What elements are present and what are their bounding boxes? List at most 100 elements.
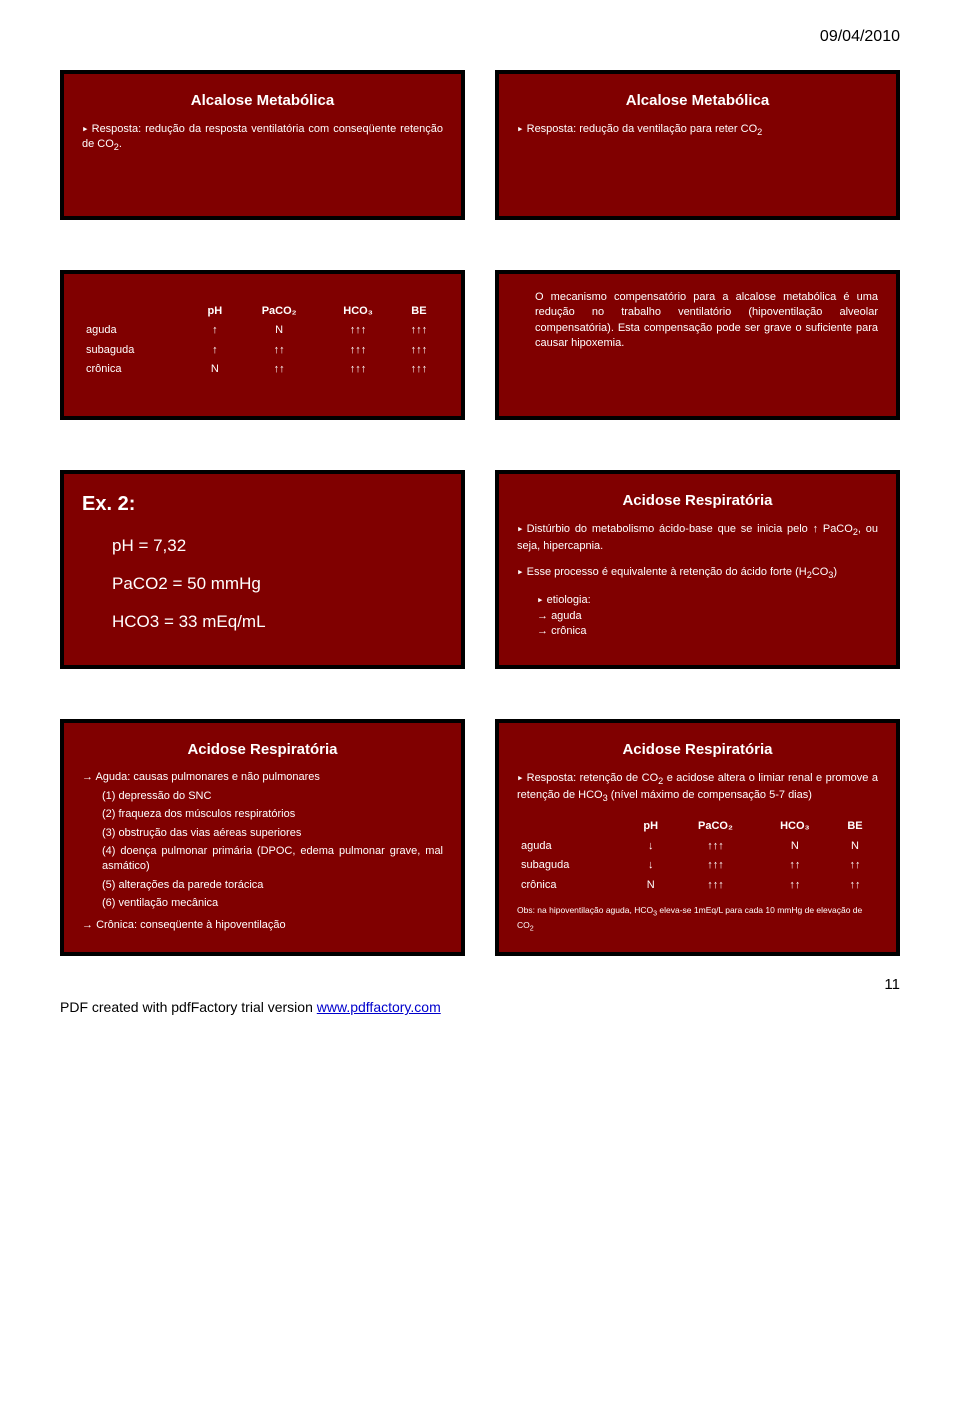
- table-row: aguda↑N↑↑↑↑↑↑: [82, 321, 443, 340]
- table-header: pH: [193, 302, 238, 321]
- table-cell: ↑↑↑: [673, 876, 758, 895]
- bullet-icon: ▸: [517, 122, 524, 135]
- table-row: crônicaN↑↑↑↑↑↑↑↑: [82, 360, 443, 379]
- table-cell: N: [193, 360, 238, 379]
- table-cell: ↑↑↑: [673, 856, 758, 875]
- table-header: BE: [832, 817, 878, 836]
- slide-row-4: Acidose Respiratória → Aguda: causas pul…: [60, 719, 900, 956]
- table-header: BE: [395, 302, 443, 321]
- slide-row-2: pHPaCO₂HCO₃BEaguda↑N↑↑↑↑↑↑subaguda↑↑↑↑↑↑…: [60, 270, 900, 420]
- table-header: HCO₃: [758, 817, 832, 836]
- page: 09/04/2010 Alcalose Metabólica ▸Resposta…: [0, 0, 960, 1055]
- table-cell: ↑: [193, 321, 238, 340]
- slide-title: Ex. 2:: [82, 490, 443, 518]
- table-cell: crônica: [82, 360, 193, 379]
- table-cell: ↑↑↑: [395, 360, 443, 379]
- example-line: pH = 7,32: [112, 534, 443, 558]
- slide-title: Acidose Respiratória: [517, 739, 878, 760]
- example-line: PaCO2 = 50 mmHg: [112, 572, 443, 596]
- list-item: (5) alterações da parede torácica: [82, 878, 443, 893]
- cause-list: (1) depressão do SNC (2) fraqueza dos mú…: [82, 789, 443, 912]
- table-cell: ↑↑↑: [321, 321, 395, 340]
- slide-body: ▸Esse processo é equivalente à retenção …: [517, 564, 878, 582]
- table-header: HCO₃: [321, 302, 395, 321]
- table-cell: N: [237, 321, 321, 340]
- date-header: 09/04/2010: [60, 28, 900, 46]
- slide-2: Alcalose Metabólica ▸Resposta: redução d…: [495, 70, 900, 220]
- table-row: crônicaN↑↑↑↑↑↑↑: [517, 876, 878, 895]
- etiology-item: → crônica: [517, 624, 878, 639]
- table-cell: ↑↑↑: [321, 360, 395, 379]
- table-row: subaguda↑↑↑↑↑↑↑↑↑: [82, 341, 443, 360]
- slide-body: ▸Resposta: retenção de CO2 e acidose alt…: [517, 770, 878, 805]
- slide-row-3: Ex. 2: pH = 7,32 PaCO2 = 50 mmHg HCO3 = …: [60, 470, 900, 669]
- observation: Obs: na hipoventilação aguda, HCO3 eleva…: [517, 905, 878, 934]
- table-cell: ↑↑↑: [395, 341, 443, 360]
- table-cell: ↓: [628, 837, 673, 856]
- slide-title: Alcalose Metabólica: [82, 90, 443, 111]
- slide-5: Ex. 2: pH = 7,32 PaCO2 = 50 mmHg HCO3 = …: [60, 470, 465, 669]
- table-header: PaCO₂: [237, 302, 321, 321]
- list-item: (6) ventilação mecânica: [82, 896, 443, 911]
- slide-title: Acidose Respiratória: [82, 739, 443, 760]
- table-cell: ↑↑: [832, 856, 878, 875]
- slide-6: Acidose Respiratória ▸Distúrbio do metab…: [495, 470, 900, 669]
- table-header: PaCO₂: [673, 817, 758, 836]
- table-cell: ↑↑: [237, 341, 321, 360]
- slide-body: ▸Resposta: redução da resposta ventilató…: [82, 121, 443, 154]
- slide-4: O mecanismo compensatório para a alcalos…: [495, 270, 900, 420]
- list-item: (4) doença pulmonar primária (DPOC, edem…: [82, 844, 443, 875]
- table-header: [82, 302, 193, 321]
- table-respiratory: pHPaCO₂HCO₃BEaguda↓↑↑↑NNsubaguda↓↑↑↑↑↑↑↑…: [517, 817, 878, 895]
- page-number: 11: [60, 976, 900, 993]
- list-tail: → Crônica: conseqüente à hipoventilação: [82, 918, 443, 933]
- slide-8: Acidose Respiratória ▸Resposta: retenção…: [495, 719, 900, 956]
- table-cell: aguda: [82, 321, 193, 340]
- example-line: HCO3 = 33 mEq/mL: [112, 610, 443, 634]
- bullet-icon: ▸: [517, 565, 524, 578]
- table-cell: N: [758, 837, 832, 856]
- table-cell: ↑↑: [832, 876, 878, 895]
- slide-body: ▸Resposta: redução da ventilação para re…: [517, 121, 878, 139]
- bullet-icon: ▸: [82, 122, 89, 135]
- table-cell: aguda: [517, 837, 628, 856]
- etiology-label: ▸etiologia:: [517, 592, 878, 608]
- table-cell: N: [832, 837, 878, 856]
- table-cell: ↓: [628, 856, 673, 875]
- list-item: (1) depressão do SNC: [82, 789, 443, 804]
- table-cell: ↑↑↑: [321, 341, 395, 360]
- bullet-icon: ▸: [517, 522, 524, 535]
- list-item: (3) obstrução das vias aéreas superiores: [82, 826, 443, 841]
- slide-7: Acidose Respiratória → Aguda: causas pul…: [60, 719, 465, 956]
- table-cell: ↑↑: [237, 360, 321, 379]
- table-cell: ↑↑: [758, 876, 832, 895]
- table-cell: ↑↑↑: [395, 321, 443, 340]
- table-cell: crônica: [517, 876, 628, 895]
- pdf-footer: PDF created with pdfFactory trial versio…: [60, 999, 900, 1015]
- table-row: aguda↓↑↑↑NN: [517, 837, 878, 856]
- slide-3: pHPaCO₂HCO₃BEaguda↑N↑↑↑↑↑↑subaguda↑↑↑↑↑↑…: [60, 270, 465, 420]
- slide-1: Alcalose Metabólica ▸Resposta: redução d…: [60, 70, 465, 220]
- table-header: pH: [628, 817, 673, 836]
- bullet-icon: ▸: [537, 593, 544, 606]
- table-cell: N: [628, 876, 673, 895]
- list-item: (2) fraqueza dos músculos respiratórios: [82, 807, 443, 822]
- table-metabolic: pHPaCO₂HCO₃BEaguda↑N↑↑↑↑↑↑subaguda↑↑↑↑↑↑…: [82, 302, 443, 380]
- bullet-icon: ▸: [517, 771, 524, 784]
- slide-body: O mecanismo compensatório para a alcalos…: [517, 290, 878, 352]
- page-footer: 11 PDF created with pdfFactory trial ver…: [60, 976, 900, 1015]
- table-row: subaguda↓↑↑↑↑↑↑↑: [517, 856, 878, 875]
- table-cell: ↑↑: [758, 856, 832, 875]
- etiology-item: → aguda: [517, 609, 878, 624]
- slide-body: ▸Distúrbio do metabolismo ácido-base que…: [517, 521, 878, 554]
- slide-row-1: Alcalose Metabólica ▸Resposta: redução d…: [60, 70, 900, 220]
- table-cell: ↑↑↑: [673, 837, 758, 856]
- pdf-link[interactable]: www.pdffactory.com: [317, 999, 441, 1015]
- list-lead: → Aguda: causas pulmonares e não pulmona…: [82, 770, 443, 785]
- table-cell: subaguda: [517, 856, 628, 875]
- slide-title: Alcalose Metabólica: [517, 90, 878, 111]
- table-cell: ↑: [193, 341, 238, 360]
- table-cell: subaguda: [82, 341, 193, 360]
- table-header: [517, 817, 628, 836]
- slide-title: Acidose Respiratória: [517, 490, 878, 511]
